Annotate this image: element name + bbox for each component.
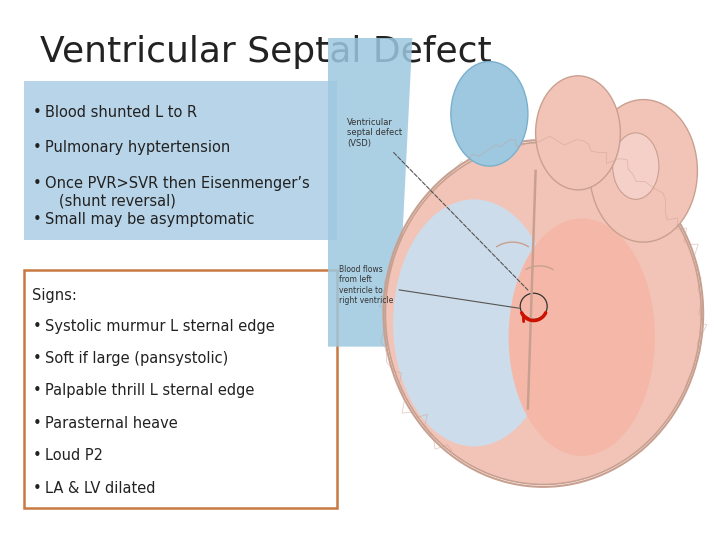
Text: •: • bbox=[32, 416, 41, 431]
Ellipse shape bbox=[508, 218, 655, 456]
Text: •: • bbox=[32, 383, 41, 399]
Ellipse shape bbox=[393, 199, 555, 447]
Text: Systolic murmur L sternal edge: Systolic murmur L sternal edge bbox=[45, 319, 275, 334]
Text: •: • bbox=[32, 448, 41, 463]
Text: •: • bbox=[32, 176, 41, 191]
FancyBboxPatch shape bbox=[24, 81, 337, 240]
Text: •: • bbox=[32, 140, 41, 156]
Ellipse shape bbox=[536, 76, 621, 190]
Text: Ventricular
septal defect
(VSD): Ventricular septal defect (VSD) bbox=[347, 118, 528, 290]
Ellipse shape bbox=[590, 99, 698, 242]
Text: •: • bbox=[32, 105, 41, 120]
FancyBboxPatch shape bbox=[24, 270, 337, 508]
Ellipse shape bbox=[613, 133, 659, 199]
Text: •: • bbox=[32, 212, 41, 227]
Text: Soft if large (pansystolic): Soft if large (pansystolic) bbox=[45, 351, 229, 366]
Text: Loud P2: Loud P2 bbox=[45, 448, 104, 463]
Text: Blood shunted L to R: Blood shunted L to R bbox=[45, 105, 197, 120]
Text: Ventricular Septal Defect: Ventricular Septal Defect bbox=[40, 35, 491, 69]
Ellipse shape bbox=[385, 143, 701, 484]
Text: •: • bbox=[32, 351, 41, 366]
Text: Small may be asymptomatic: Small may be asymptomatic bbox=[45, 212, 255, 227]
Text: Once PVR>SVR then Eisenmenger’s
   (shunt reversal): Once PVR>SVR then Eisenmenger’s (shunt r… bbox=[45, 176, 310, 208]
Polygon shape bbox=[328, 38, 413, 347]
Text: Palpable thrill L sternal edge: Palpable thrill L sternal edge bbox=[45, 383, 255, 399]
Ellipse shape bbox=[451, 62, 528, 166]
Text: LA & LV dilated: LA & LV dilated bbox=[45, 481, 156, 496]
Text: •: • bbox=[32, 319, 41, 334]
Text: •: • bbox=[32, 481, 41, 496]
Text: Parasternal heave: Parasternal heave bbox=[45, 416, 178, 431]
Text: Pulmonary hyptertension: Pulmonary hyptertension bbox=[45, 140, 230, 156]
Text: Signs:: Signs: bbox=[32, 288, 77, 303]
Text: Blood flows
from left
ventricle to
right ventricle: Blood flows from left ventricle to right… bbox=[339, 265, 519, 308]
